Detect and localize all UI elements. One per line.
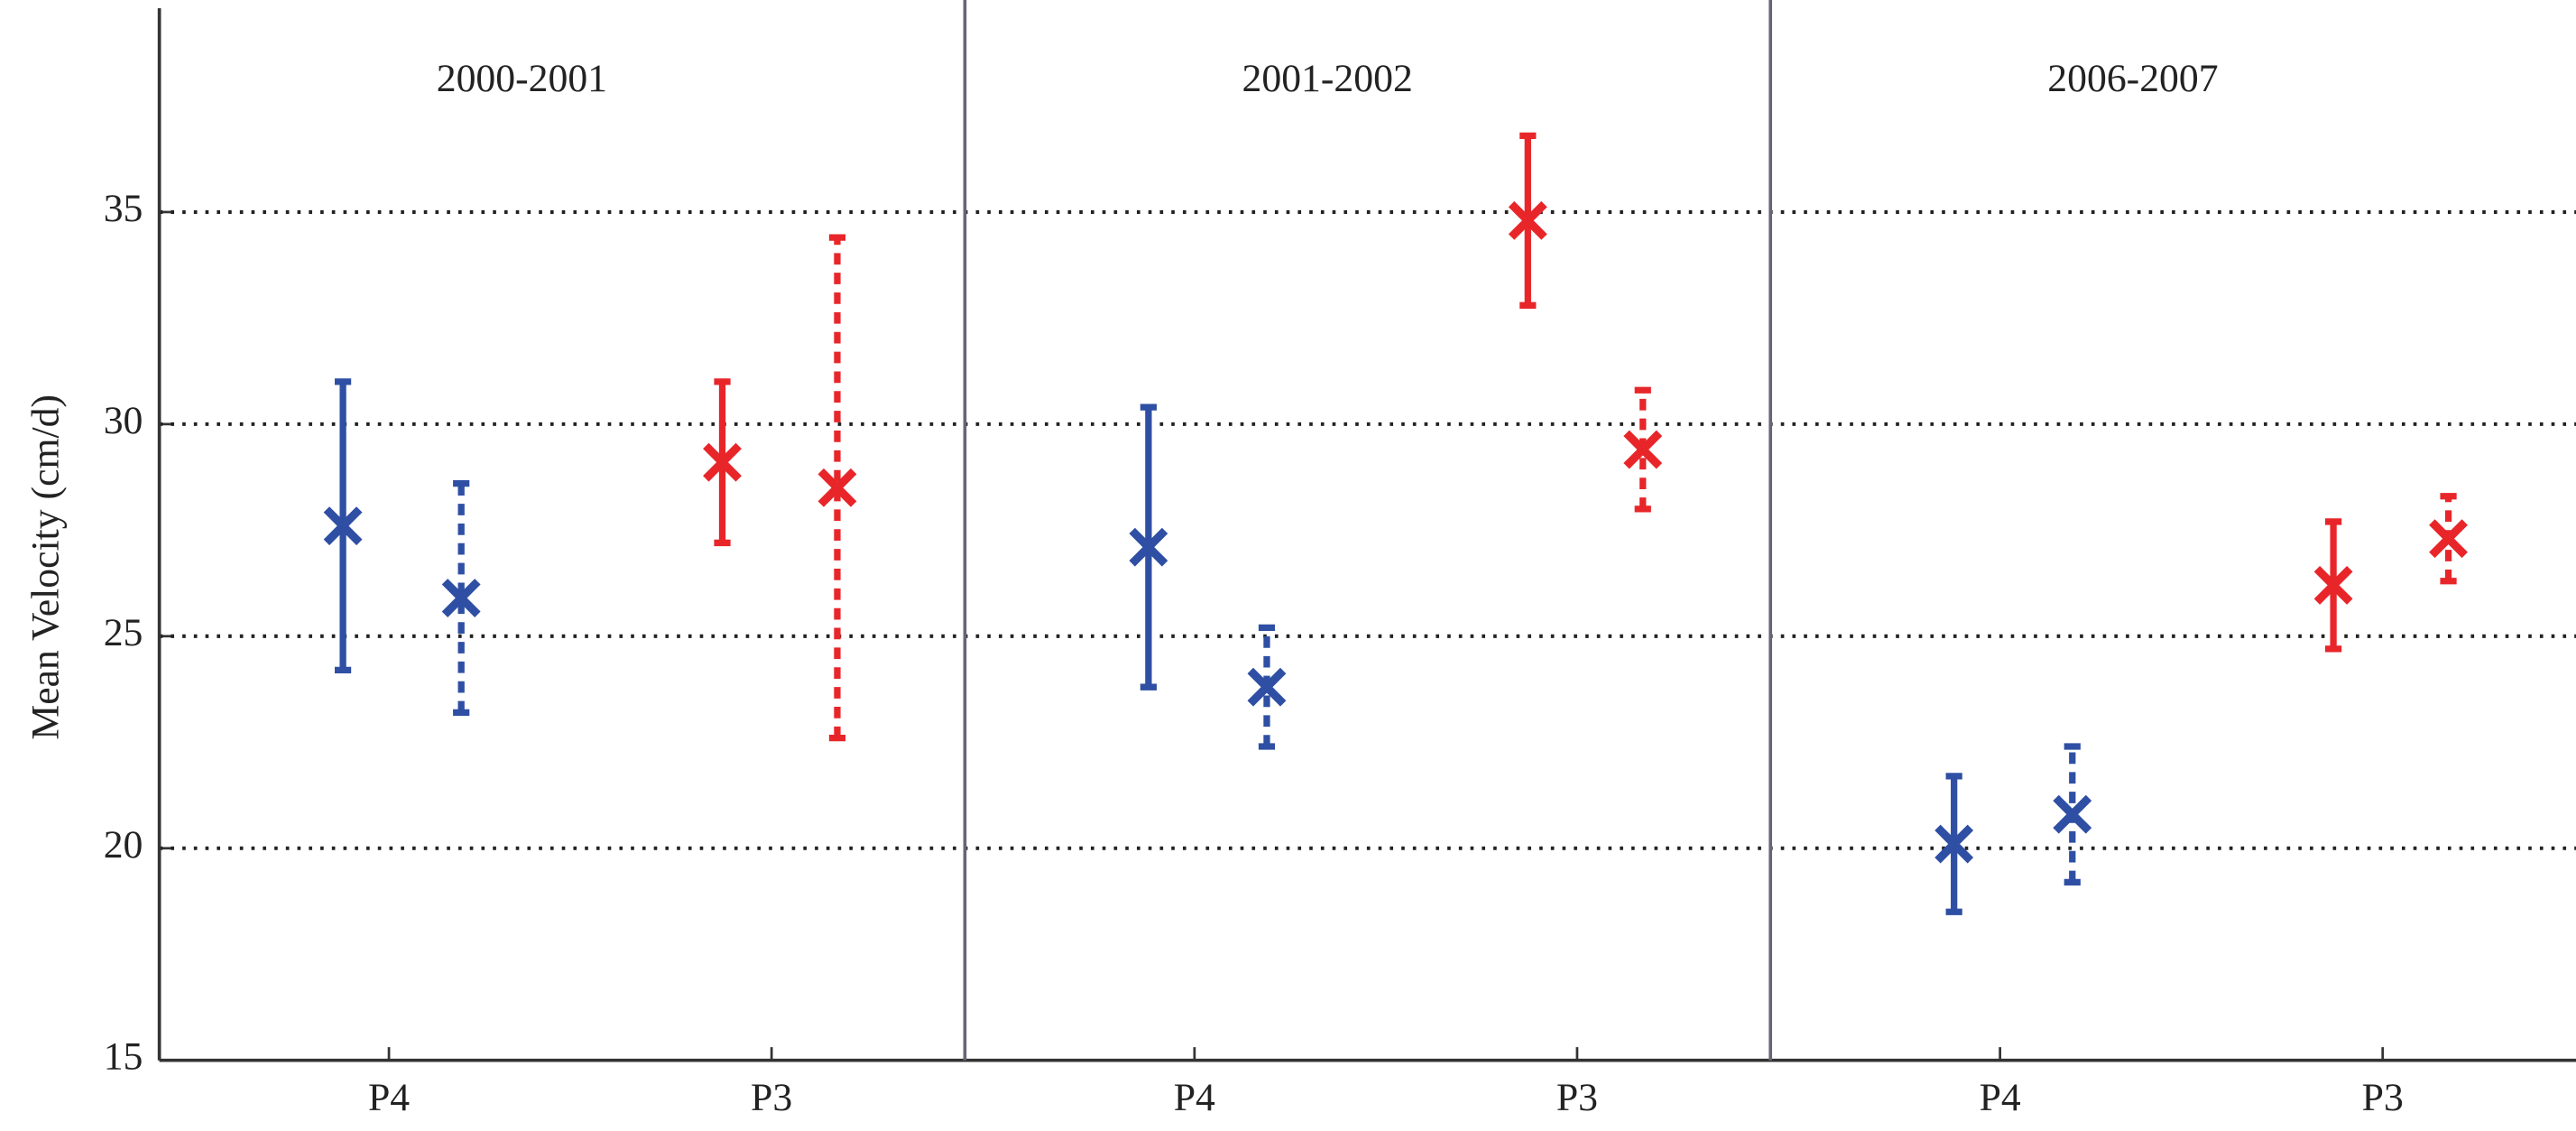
marker <box>703 442 742 482</box>
marker <box>441 579 481 617</box>
marker <box>1508 200 1547 240</box>
marker <box>1247 667 1287 707</box>
x-tick-label: P3 <box>751 1076 792 1119</box>
x-tick-label: P4 <box>1980 1076 2021 1119</box>
marker <box>1129 527 1168 567</box>
y-tick-label: 20 <box>104 823 143 867</box>
x-tick-label: P4 <box>1174 1076 1215 1119</box>
marker <box>2053 794 2092 834</box>
marker <box>1623 430 1663 469</box>
y-tick-label: 35 <box>104 187 143 230</box>
marker <box>323 506 363 546</box>
x-tick-label: P3 <box>1556 1076 1598 1119</box>
y-tick-label: 30 <box>104 399 143 442</box>
marker <box>817 468 857 507</box>
marker <box>2313 565 2353 605</box>
x-tick-label: P4 <box>368 1076 410 1119</box>
y-tick-label: 15 <box>104 1035 143 1079</box>
panel-title: 2001-2002 <box>1242 57 1413 100</box>
panel-title: 2006-2007 <box>2047 57 2218 100</box>
marker <box>1934 824 1974 864</box>
panel-title: 2000-2001 <box>437 57 607 100</box>
y-axis-label: Mean Velocity (cm/d) <box>24 394 68 740</box>
marker <box>2429 519 2468 559</box>
x-tick-label: P3 <box>2362 1076 2404 1119</box>
y-tick-label: 25 <box>104 611 143 654</box>
